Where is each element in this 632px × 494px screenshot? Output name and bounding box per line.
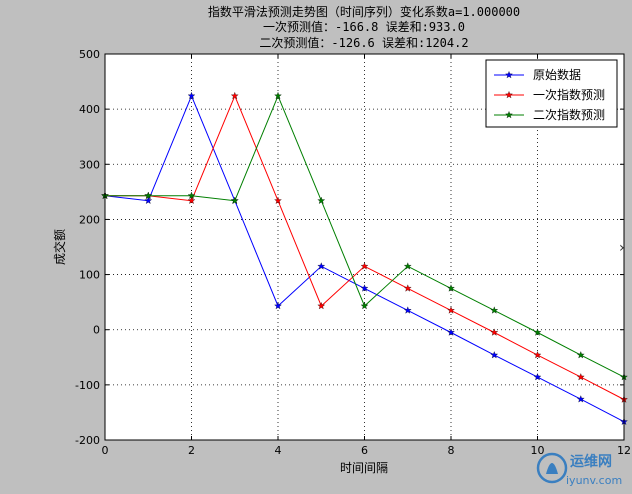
x-tick-label: 0 [102, 444, 109, 457]
data-point [533, 328, 542, 336]
title-line-3: 二次预测值：-126.6 误差和:1204.2 [259, 35, 468, 50]
title-line-2: 一次预测值：-166.8 误差和:933.0 [263, 19, 465, 34]
data-point [187, 196, 196, 204]
data-point [187, 191, 196, 199]
y-tick-label: 400 [79, 103, 100, 116]
data-point [230, 196, 239, 204]
data-point [447, 328, 455, 336]
data-point [317, 301, 326, 310]
watermark-domain: iyunv.com [566, 474, 622, 487]
data-point [533, 373, 542, 381]
watermark: 运维网 iyunv.com [536, 452, 622, 487]
data-point [403, 284, 412, 292]
data-point [490, 306, 499, 314]
data-point [490, 328, 499, 336]
x-tick-label: 8 [448, 444, 455, 457]
legend-label: 二次指数预测 [533, 107, 605, 122]
tick-labels: 0 2 4 6 8 10 12 -200 -100 0 100 200 300 400 500 [75, 48, 631, 457]
data-point [360, 301, 369, 310]
data-point [274, 91, 282, 100]
data-point [576, 395, 585, 403]
chevron-right-icon[interactable]: › [619, 240, 625, 256]
y-tick-label: 100 [79, 269, 100, 282]
data-point [317, 196, 326, 204]
data-point [187, 91, 196, 100]
data-point [490, 351, 499, 359]
data-point [317, 262, 326, 270]
data-point [360, 262, 369, 270]
legend-entry: 二次指数预测 [494, 107, 605, 122]
x-axis-label: 时间间隔 [340, 461, 388, 475]
x-tick-label: 10 [531, 444, 545, 457]
y-tick-label: 200 [79, 213, 100, 226]
y-tick-label: 300 [79, 158, 100, 171]
x-tick-label: 2 [188, 444, 195, 457]
legend-marker [505, 70, 513, 79]
y-axis-label: 成交额 [52, 229, 67, 265]
legend-label: 一次指数预测 [533, 87, 605, 102]
data-point [274, 196, 282, 204]
data-point [403, 262, 412, 270]
legend-entry: 一次指数预测 [494, 87, 605, 102]
data-point [403, 306, 412, 314]
x-tick-label: 12 [617, 444, 631, 457]
data-point [274, 301, 282, 310]
y-tick-label: 0 [93, 324, 100, 337]
data-point [360, 284, 369, 292]
y-tick-label: -100 [75, 379, 100, 392]
data-point [230, 91, 239, 100]
legend-marker [505, 90, 513, 99]
plot-frame [104, 53, 625, 441]
chart-title: 指数平滑法预测走势图（时间序列）变化系数a=1.000000 一次预测值：-16… [208, 4, 520, 50]
x-tick-label: 6 [361, 444, 368, 457]
data-point [447, 284, 455, 292]
data-point [576, 351, 585, 359]
legend-label: 原始数据 [533, 67, 581, 82]
data-point [576, 373, 585, 381]
x-tick-label: 4 [275, 444, 282, 457]
y-tick-label: -200 [75, 434, 100, 447]
legend-entry: 原始数据 [494, 67, 581, 82]
legend-marker [505, 110, 513, 119]
data-point [144, 196, 153, 204]
watermark-brand: 运维网 [570, 453, 612, 470]
data-point [447, 306, 455, 314]
data-point [533, 351, 542, 359]
y-tick-label: 500 [79, 48, 100, 61]
data-point [144, 191, 153, 199]
flame-logo-icon [536, 452, 568, 484]
title-line-1: 指数平滑法预测走势图（时间序列）变化系数a=1.000000 [208, 4, 520, 19]
